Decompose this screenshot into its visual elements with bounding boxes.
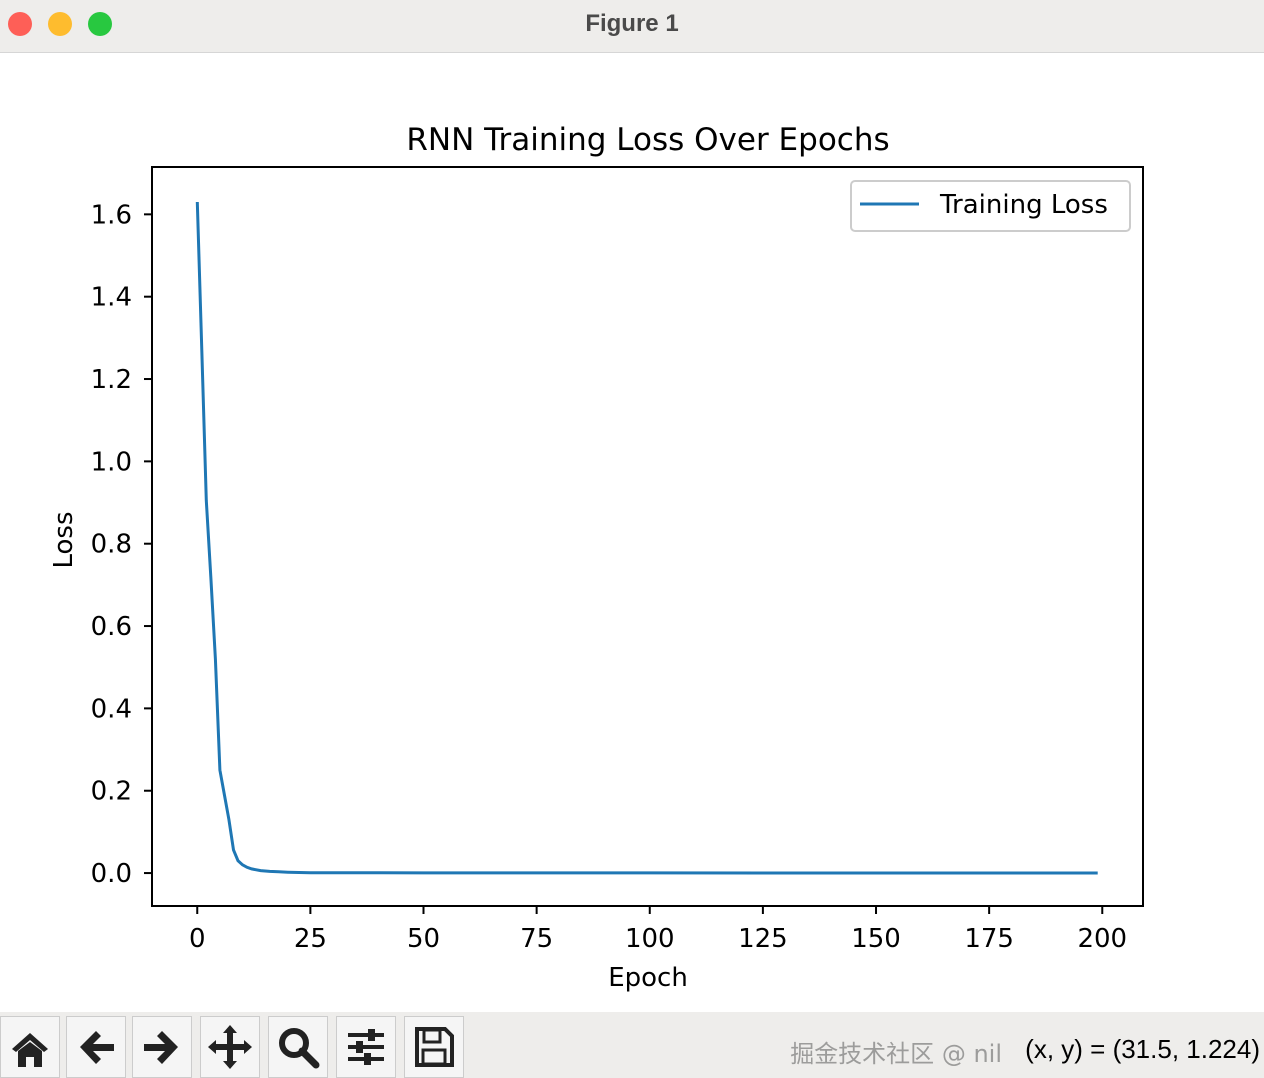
y-tick-label: 0.4 — [91, 694, 132, 724]
forward-button[interactable] — [132, 1016, 192, 1078]
home-button[interactable] — [0, 1016, 60, 1078]
legend-box — [850, 180, 1131, 232]
y-tick-label: 0.8 — [91, 530, 132, 560]
toolbar: 掘金技术社区 @ nil (x, y) = (31.5, 1.224) — [0, 1012, 1264, 1078]
minimize-button[interactable] — [48, 12, 72, 36]
watermark: 掘金技术社区 @ nil — [790, 1040, 1002, 1068]
y-tick-label: 1.0 — [91, 447, 132, 477]
x-tick-label: 150 — [851, 924, 901, 954]
y-tick-label: 1.2 — [91, 365, 132, 395]
x-tick-label: 25 — [294, 924, 327, 954]
legend-label: Training Loss — [939, 190, 1108, 220]
x-tick-label: 125 — [738, 924, 788, 954]
x-tick-label: 0 — [189, 924, 206, 954]
move-icon — [208, 1025, 252, 1069]
series-line-training-loss — [195, 201, 1098, 875]
x-tick-label: 75 — [520, 924, 553, 954]
close-button[interactable] — [8, 12, 32, 36]
save-button[interactable] — [404, 1016, 464, 1078]
x-axis-label: Epoch — [608, 963, 688, 993]
y-axis-label: Loss — [49, 511, 79, 568]
legend: Training Loss — [850, 180, 1131, 232]
arrow-right-icon — [144, 1031, 178, 1064]
window-titlebar: Figure 1 — [0, 0, 1264, 53]
y-tick-label: 0.0 — [91, 859, 132, 889]
sliders-icon — [348, 1029, 384, 1065]
y-tick-label: 1.4 — [91, 283, 132, 313]
y-tick-label: 0.6 — [91, 612, 132, 642]
cursor-coordinates: (x, y) = (31.5, 1.224) — [1025, 1034, 1260, 1064]
x-tick-label: 50 — [407, 924, 440, 954]
pan-button[interactable] — [200, 1016, 260, 1078]
zoom-button[interactable] — [268, 1016, 328, 1078]
back-button[interactable] — [66, 1016, 126, 1078]
x-tick-label: 100 — [625, 924, 675, 954]
y-tick-label: 1.6 — [91, 200, 132, 230]
configure-subplots-button[interactable] — [336, 1016, 396, 1078]
arrow-left-icon — [80, 1031, 114, 1064]
chart: RNN Training Loss Over Epochs 0 25 50 75 100… — [49, 122, 1144, 993]
window-title: Figure 1 — [585, 10, 679, 37]
y-tick-label: 0.2 — [91, 777, 132, 807]
chart-title: RNN Training Loss Over Epochs — [406, 122, 889, 158]
home-icon — [12, 1033, 48, 1067]
floppy-disk-icon — [415, 1027, 454, 1067]
x-tick-label: 200 — [1077, 924, 1127, 954]
magnifier-icon — [279, 1028, 320, 1069]
maximize-button[interactable] — [88, 12, 112, 36]
axes-frame — [151, 166, 1144, 907]
x-tick-label: 175 — [964, 924, 1014, 954]
